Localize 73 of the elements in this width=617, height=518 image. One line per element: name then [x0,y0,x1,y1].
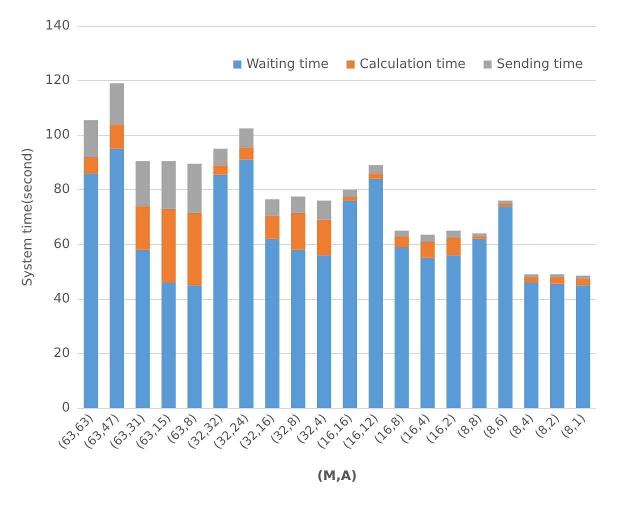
bar [162,208,176,282]
bar [162,161,176,209]
bar [576,276,590,278]
y-tick-label: 100 [45,128,70,143]
bar [316,255,332,408]
bar [342,200,358,408]
bar [394,230,409,236]
bar [84,120,98,157]
bar [576,278,590,286]
bar [420,234,435,242]
y-tick-label: 60 [53,236,70,252]
bar [239,147,254,160]
y-tick-label: 140 [45,18,70,34]
bar [213,148,228,166]
bar [162,282,176,408]
y-axis-title: System time(second) [20,148,36,286]
bar [498,206,512,408]
bar [291,196,306,213]
bar [265,238,280,408]
bar [291,250,306,408]
bar [472,238,487,408]
legend-label: Waiting time [246,57,329,72]
bar [110,83,124,124]
bar [472,236,487,239]
bar [368,173,383,179]
bar [342,190,358,197]
bar [550,274,564,278]
bar [316,200,332,220]
bar [213,174,228,408]
y-tick-label: 40 [53,291,70,306]
bar [213,165,228,175]
bar [265,199,280,216]
bar [187,285,202,408]
bar [136,250,150,408]
bar [316,220,332,256]
y-tick-label: 80 [53,182,70,198]
bar [420,258,435,408]
y-tick-label: 0 [62,400,70,416]
bar [550,284,564,408]
bar [524,282,538,408]
bar [110,148,124,408]
bar [524,274,538,278]
bar [576,285,590,408]
bar [84,156,98,174]
bar [446,230,461,238]
bar [187,164,202,213]
bar [498,203,512,206]
bar [291,212,306,250]
bar [368,165,383,174]
legend-label: Sending time [496,57,584,72]
bar [420,242,435,258]
bar [394,247,409,408]
x-axis-title: (M,A) [317,469,357,484]
bar [84,173,98,408]
bar [446,255,461,408]
bar [136,161,150,206]
bar [446,237,461,256]
bar [368,178,383,408]
bar [342,196,358,201]
legend-label: Calculation time [360,57,466,72]
bar [498,200,512,204]
bar [187,212,202,286]
bar [524,277,538,282]
bar [239,128,254,148]
bar [265,216,280,239]
bar [550,277,564,284]
bar [394,236,409,248]
y-tick-label: 20 [53,346,70,361]
bar [136,206,150,250]
bar [110,124,124,149]
y-tick-label: 120 [45,73,70,88]
bar [472,233,487,236]
bar [239,160,254,408]
